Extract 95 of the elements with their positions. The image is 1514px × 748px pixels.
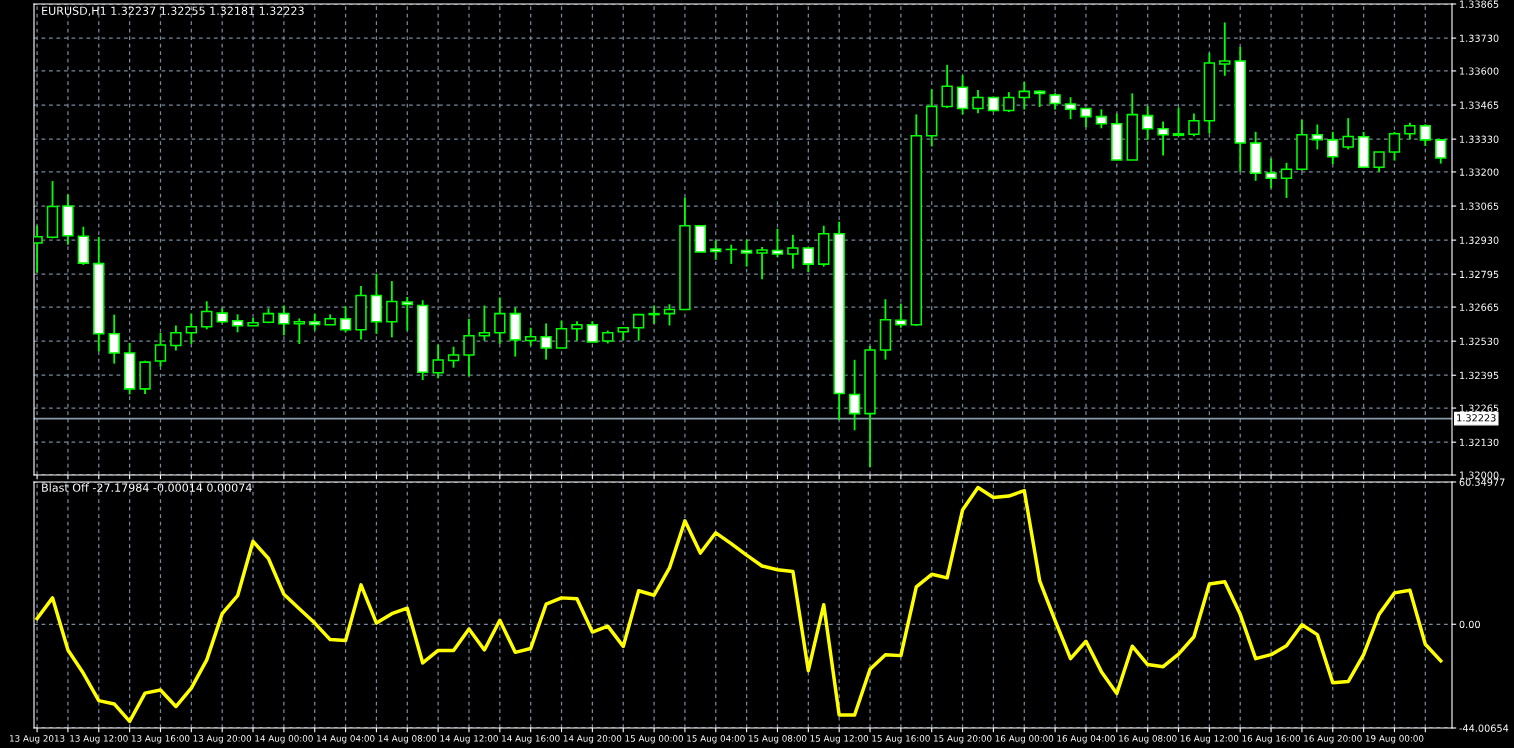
candlestick <box>1064 96 1077 121</box>
candlestick <box>1327 130 1339 166</box>
candlestick <box>972 89 984 115</box>
candlestick <box>555 319 568 349</box>
x-tick-label: 15 Aug 16:00 <box>872 735 930 744</box>
candlestick <box>1172 106 1185 137</box>
y-tick-label: 1.33865 <box>1460 0 1499 8</box>
candlestick <box>170 324 182 352</box>
candlestick <box>339 305 352 334</box>
y-tick-label: -44.00654 <box>1459 724 1509 732</box>
candlestick <box>201 300 213 331</box>
x-tick-label: 14 Aug 08:00 <box>378 735 437 744</box>
candlestick <box>1388 130 1401 162</box>
x-tick-label: 16 Aug 20:00 <box>1304 735 1362 744</box>
x-tick-label: 13 Aug 2013 <box>10 735 65 744</box>
y-tick-label: 1.32395 <box>1460 371 1499 380</box>
candlestick <box>663 303 676 327</box>
chart-title: Blast Off -27.17984 -0.00014 0.00074 <box>42 483 252 492</box>
candlestick <box>401 296 413 332</box>
x-tick-label: 13 Aug 20:00 <box>193 735 252 744</box>
candlestick <box>895 302 907 329</box>
ref-line-label: 1.32223 <box>1457 414 1496 422</box>
x-tick-label: 14 Aug 20:00 <box>563 735 622 744</box>
y-tick-label: 1.32530 <box>1460 337 1499 345</box>
candlestick <box>1311 123 1324 151</box>
candlestick <box>787 233 799 270</box>
candlestick <box>1141 105 1154 141</box>
y-tick-label: 0.00 <box>1459 620 1480 629</box>
candlestick <box>740 238 753 268</box>
candlestick <box>1080 107 1092 129</box>
x-tick-label: 14 Aug 12:00 <box>440 735 498 744</box>
candlestick <box>756 246 768 281</box>
candlestick <box>478 304 491 342</box>
candlestick <box>185 312 198 345</box>
candlestick <box>632 313 645 342</box>
candlestick <box>1419 123 1432 147</box>
x-tick-label: 14 Aug 00:00 <box>255 735 313 744</box>
candlestick <box>278 304 290 337</box>
x-tick-label: 16 Aug 04:00 <box>1057 735 1115 744</box>
x-tick-label: 16 Aug 12:00 <box>1180 735 1239 744</box>
y-tick-label: 1.32265 <box>1460 404 1499 412</box>
x-tick-label: 13 Aug 12:00 <box>70 735 128 744</box>
candlestick <box>1095 108 1108 130</box>
candlestick <box>108 313 120 365</box>
y-tick-label: 1.33330 <box>1460 135 1499 143</box>
candlestick <box>447 345 460 369</box>
y-tick-label: 1.32795 <box>1460 270 1499 279</box>
chart-title: EURUSD,H1 1.32237 1.32255 1.32181 1.32223 <box>42 6 304 17</box>
candlestick <box>1280 161 1293 199</box>
candlestick <box>154 331 167 368</box>
candlestick <box>540 322 552 361</box>
y-tick-label: 1.33065 <box>1460 202 1499 210</box>
candlestick <box>1157 120 1169 157</box>
y-tick-label: 1.33200 <box>1460 168 1499 176</box>
y-tick-label: 1.32000 <box>1460 471 1499 479</box>
candlestick <box>1018 81 1030 111</box>
candlestick <box>802 247 815 273</box>
candlestick <box>386 280 398 339</box>
y-tick-label: 1.33465 <box>1460 101 1499 109</box>
candlestick <box>494 296 506 345</box>
x-tick-label: 19 Aug 00:00 <box>1365 735 1424 744</box>
x-tick-label: 13 Aug 16:00 <box>131 735 190 744</box>
x-tick-label: 14 Aug 04:00 <box>317 735 375 744</box>
y-tick-label: 1.32665 <box>1460 303 1499 311</box>
y-tick-label: 1.32930 <box>1460 236 1499 244</box>
y-tick-label: 1.32130 <box>1460 438 1499 446</box>
x-tick-label: 15 Aug 04:00 <box>687 735 745 744</box>
candlestick <box>463 317 475 378</box>
y-tick-label: 60.34977 <box>1459 478 1505 486</box>
x-tick-label: 15 Aug 08:00 <box>748 735 807 744</box>
x-tick-label: 15 Aug 12:00 <box>810 735 869 744</box>
candlestick <box>1435 138 1447 165</box>
candlestick <box>432 343 444 380</box>
candlestick <box>1265 157 1277 190</box>
candlestick <box>1188 112 1200 138</box>
candlestick <box>1342 117 1354 151</box>
x-tick-label: 15 Aug 20:00 <box>934 735 992 744</box>
x-tick-label: 16 Aug 08:00 <box>1119 735 1177 744</box>
line-series <box>35 485 1443 724</box>
candlestick <box>586 320 599 343</box>
y-tick-label: 1.33600 <box>1460 67 1499 75</box>
candlestick <box>771 227 784 258</box>
candlestick <box>1003 91 1015 113</box>
candlestick <box>848 358 861 432</box>
candlestick <box>710 239 722 261</box>
candlestick <box>1373 151 1385 173</box>
candlestick <box>941 63 953 109</box>
candlestick <box>956 74 969 116</box>
x-tick-label: 16 Aug 00:00 <box>995 735 1054 744</box>
x-tick-label: 16 Aug 16:00 <box>1242 735 1300 744</box>
candlestick <box>1219 21 1231 77</box>
candlestick <box>571 320 583 342</box>
x-tick-label: 15 Aug 00:00 <box>625 735 683 744</box>
x-tick-label: 14 Aug 16:00 <box>502 735 560 744</box>
y-tick-label: 1.33730 <box>1460 34 1499 42</box>
